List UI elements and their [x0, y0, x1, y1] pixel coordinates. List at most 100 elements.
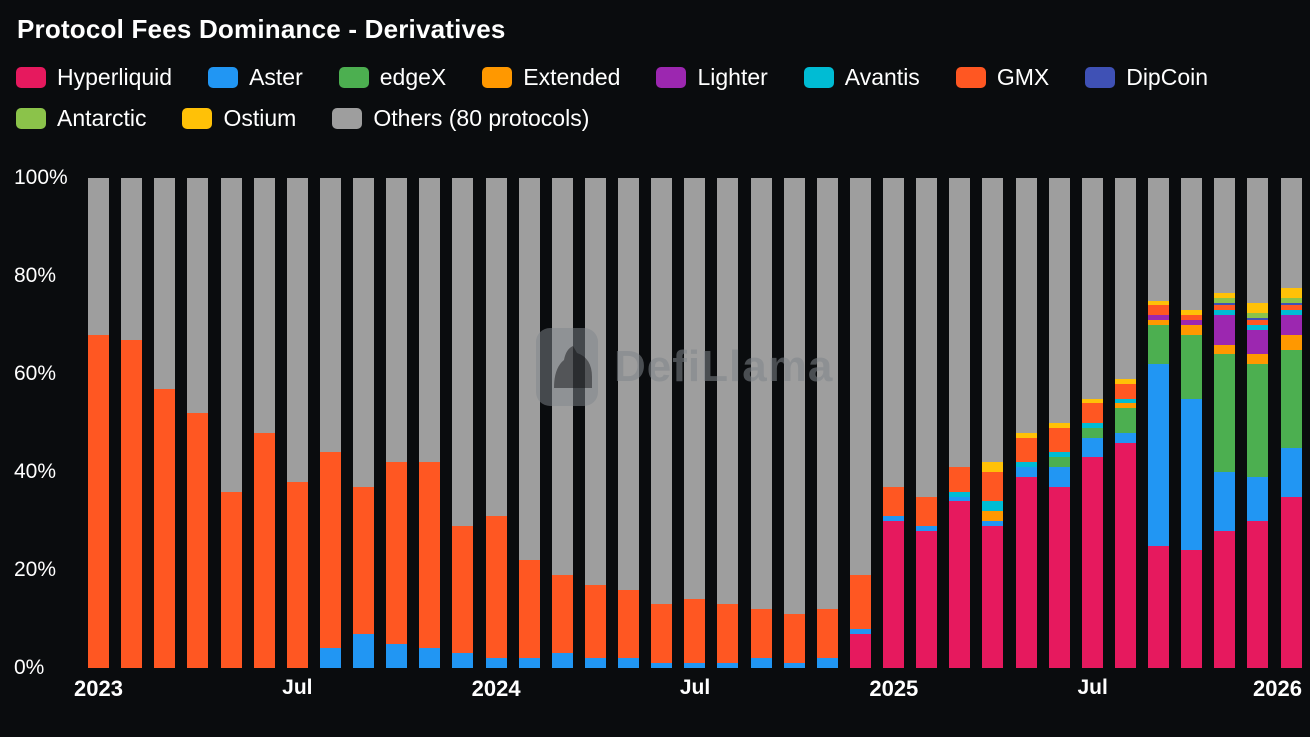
- bar-2023-09[interactable]: [353, 178, 374, 668]
- segment-ostium: [1048, 423, 1070, 428]
- segment-others-80-protocols: [386, 178, 408, 463]
- legend-item-edgex[interactable]: edgeX: [338, 64, 446, 90]
- segment-aster: [1048, 467, 1070, 487]
- bar-2024-03[interactable]: [551, 178, 573, 668]
- segment-others-80-protocols: [353, 178, 374, 487]
- segment-gmx: [849, 574, 871, 629]
- bar-2023-06[interactable]: [253, 178, 275, 668]
- legend-item-aster[interactable]: Aster: [208, 64, 303, 90]
- bar-2023-11[interactable]: [419, 178, 441, 668]
- legend-label: Lighter: [697, 64, 768, 90]
- bar-2025-09[interactable]: [1148, 178, 1169, 668]
- plot-area: DefiLlama: [88, 178, 1302, 668]
- legend-label: DipCoin: [1126, 64, 1209, 90]
- bar-2024-09[interactable]: [750, 178, 772, 668]
- bar-2024-05[interactable]: [618, 178, 639, 668]
- segment-ostium: [1280, 288, 1302, 299]
- segment-gmx: [982, 472, 1004, 502]
- segment-gmx: [783, 614, 805, 664]
- bar-2023-12[interactable]: [452, 178, 474, 668]
- bar-2025-05[interactable]: [1015, 178, 1037, 668]
- bar-2025-02[interactable]: [916, 178, 938, 668]
- segment-aster: [816, 658, 838, 668]
- segment-others-80-protocols: [717, 178, 739, 605]
- segment-edgex: [1181, 334, 1203, 399]
- segment-gmx: [419, 462, 441, 649]
- segment-aster: [916, 525, 938, 531]
- segment-dipcoin: [1280, 303, 1302, 306]
- bar-2024-01[interactable]: [485, 178, 507, 668]
- bar-2023-03[interactable]: [154, 178, 176, 668]
- segment-others-80-protocols: [783, 178, 805, 615]
- segment-gmx: [220, 491, 242, 668]
- segment-aster: [1214, 472, 1236, 531]
- segment-aster: [551, 653, 573, 668]
- segment-avantis: [1280, 310, 1302, 316]
- bar-2023-10[interactable]: [386, 178, 408, 668]
- bar-2023-04[interactable]: [187, 178, 209, 668]
- bar-2025-11[interactable]: [1214, 178, 1236, 668]
- legend-item-gmx[interactable]: GMX: [955, 64, 1049, 90]
- legend-item-dipcoin[interactable]: DipCoin: [1085, 64, 1208, 90]
- bar-2025-12[interactable]: [1247, 178, 1269, 668]
- bar-2024-11[interactable]: [816, 178, 838, 668]
- bar-2023-05[interactable]: [220, 178, 242, 668]
- segment-hyperliquid: [1148, 545, 1169, 668]
- segment-extended: [1114, 403, 1136, 409]
- bar-2023-02[interactable]: [121, 178, 143, 668]
- segment-extended: [982, 511, 1004, 522]
- bar-2024-06[interactable]: [651, 178, 673, 668]
- segment-aster: [1015, 467, 1037, 477]
- legend-label: Aster: [249, 64, 303, 90]
- bar-2025-07[interactable]: [1081, 178, 1103, 668]
- segment-hyperliquid: [1214, 530, 1236, 668]
- segment-aster: [783, 663, 805, 668]
- legend-item-lighter[interactable]: Lighter: [656, 64, 768, 90]
- bar-2024-02[interactable]: [518, 178, 540, 668]
- segment-avantis: [1015, 462, 1037, 468]
- segment-gmx: [154, 388, 176, 668]
- bar-2024-04[interactable]: [584, 178, 606, 668]
- bar-2025-06[interactable]: [1048, 178, 1070, 668]
- segment-others-80-protocols: [452, 178, 474, 526]
- legend-swatch-lighter: [656, 66, 687, 88]
- legend-label: Avantis: [844, 64, 920, 90]
- segment-others-80-protocols: [319, 178, 341, 453]
- segment-aster: [750, 658, 772, 668]
- legend-swatch-extended: [482, 66, 513, 88]
- legend-item-hyperliquid[interactable]: Hyperliquid: [16, 64, 172, 90]
- bar-2025-01[interactable]: [883, 178, 904, 668]
- segment-others-80-protocols: [485, 178, 507, 517]
- segment-edgex: [1214, 354, 1236, 473]
- x-axis-label-jul-30: Jul: [1077, 676, 1108, 699]
- bar-2025-03[interactable]: [949, 178, 971, 668]
- bar-2023-01[interactable]: [88, 178, 109, 668]
- legend-swatch-aster: [208, 66, 239, 88]
- segment-hyperliquid: [1181, 550, 1203, 668]
- segment-aster: [982, 521, 1004, 526]
- segment-hyperliquid: [982, 525, 1004, 668]
- bar-2025-10[interactable]: [1181, 178, 1203, 668]
- bar-2024-08[interactable]: [717, 178, 739, 668]
- segment-others-80-protocols: [651, 178, 673, 605]
- bar-2023-07[interactable]: [286, 178, 308, 668]
- legend-item-others-80-protocols[interactable]: Others (80 protocols): [332, 105, 589, 131]
- legend-swatch-ostium: [182, 107, 213, 129]
- legend-label: Others (80 protocols): [373, 105, 590, 131]
- legend-item-antarctic[interactable]: Antarctic: [16, 105, 146, 131]
- legend-item-ostium[interactable]: Ostium: [182, 105, 296, 131]
- bar-2024-10[interactable]: [783, 178, 805, 668]
- bar-2025-08[interactable]: [1114, 178, 1136, 668]
- segment-aster: [319, 648, 341, 668]
- segment-aster: [584, 658, 606, 668]
- bar-2025-04[interactable]: [982, 178, 1004, 668]
- legend-item-avantis[interactable]: Avantis: [803, 64, 920, 90]
- legend-item-extended[interactable]: Extended: [482, 64, 620, 90]
- segment-antarctic: [1247, 312, 1269, 318]
- bar-2024-12[interactable]: [849, 178, 871, 668]
- bar-2024-07[interactable]: [684, 178, 706, 668]
- segment-aster: [1081, 437, 1103, 458]
- legend: Hyperliquid Aster edgeX Extended Lighter Avan…: [16, 64, 1301, 131]
- bar-2026-01[interactable]: [1280, 178, 1302, 668]
- bar-2023-08[interactable]: [319, 178, 341, 668]
